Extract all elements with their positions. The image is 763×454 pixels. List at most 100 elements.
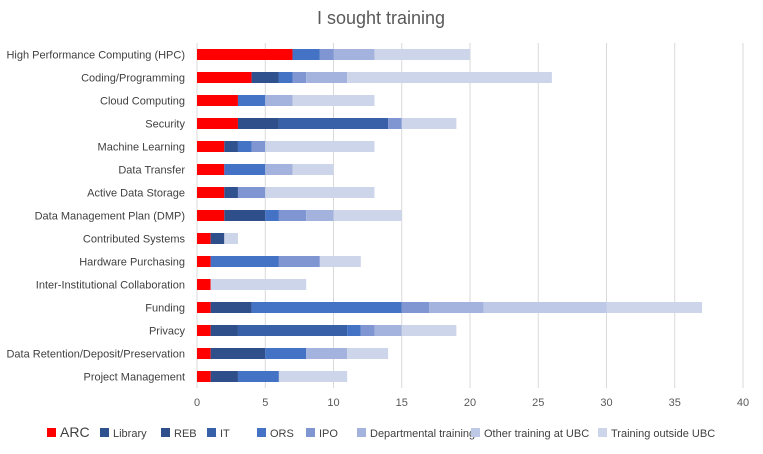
bar-segment (224, 141, 238, 152)
x-tick-label: 30 (600, 397, 612, 409)
category-label: Funding (145, 303, 185, 315)
bar-segment (278, 210, 307, 221)
bar-segment (197, 118, 238, 129)
legend-label: Library (113, 428, 147, 440)
legend-label: IT (220, 428, 230, 440)
bar-segment (251, 141, 266, 152)
bar-segment (197, 371, 211, 382)
bar-segment (251, 302, 402, 313)
bar-segment (278, 371, 348, 382)
bar-segment (265, 210, 279, 221)
x-tick-label: 25 (532, 397, 544, 409)
bar-segment (265, 164, 293, 175)
bar-segment (210, 302, 252, 313)
bar-segment (197, 141, 225, 152)
bar-segment (292, 95, 375, 106)
bar-segment (197, 49, 293, 60)
bar-segment (197, 164, 225, 175)
bar-segment (265, 95, 293, 106)
legend-label: Other training at UBC (484, 428, 589, 440)
bar-segment (306, 72, 348, 83)
bar-segment (224, 187, 238, 198)
bar-segment (360, 325, 375, 336)
bar-segment (347, 325, 361, 336)
bar-segment (197, 348, 211, 359)
bar-segment (429, 302, 484, 313)
bar-segment (401, 325, 457, 336)
bar-segment (197, 256, 211, 267)
bar-segment (265, 141, 375, 152)
bar-segment (237, 95, 266, 106)
bar-segment (347, 348, 389, 359)
bar-segment (374, 325, 402, 336)
bar-segment (319, 49, 334, 60)
bar-segment (606, 302, 703, 313)
category-label: Inter-Institutional Collaboration (36, 280, 185, 292)
category-label: Project Management (84, 372, 186, 384)
bar-segment (306, 210, 334, 221)
legend-swatch (100, 428, 109, 437)
legend-label: ORS (270, 428, 294, 440)
category-label: Privacy (149, 326, 186, 338)
bar-segment (224, 210, 266, 221)
bar-segment (237, 141, 252, 152)
x-tick-label: 15 (396, 397, 408, 409)
x-tick-label: 40 (737, 397, 749, 409)
legend-label: Training outside UBC (611, 428, 715, 440)
legend-swatch (47, 428, 56, 437)
bar-segment (347, 72, 552, 83)
bar-segment (333, 49, 375, 60)
bar-segment (251, 72, 279, 83)
bar-segment (292, 72, 307, 83)
category-label: Machine Learning (98, 142, 185, 154)
bar-segment (197, 325, 211, 336)
x-tick-label: 20 (464, 397, 476, 409)
legend-swatch (471, 428, 480, 437)
bar-segment (306, 348, 348, 359)
category-label: Cloud Computing (100, 96, 185, 108)
bars (197, 49, 703, 382)
bar-segment (210, 233, 225, 244)
bar-segment (224, 233, 238, 244)
category-label: Coding/Programming (81, 73, 185, 85)
category-label: Security (145, 119, 185, 131)
bar-segment (237, 325, 348, 336)
bar-segment (197, 72, 252, 83)
bar-segment (224, 164, 266, 175)
x-tick-label: 0 (194, 397, 200, 409)
bar-segment (374, 49, 470, 60)
bar-segment (278, 118, 389, 129)
x-tick-label: 10 (327, 397, 339, 409)
category-label: Hardware Purchasing (79, 257, 185, 269)
legend-swatch (257, 428, 266, 437)
legend-swatch (598, 428, 607, 437)
x-tick-label: 5 (262, 397, 268, 409)
category-label: Data Retention/Deposit/Preservation (6, 349, 185, 361)
bar-segment (210, 256, 279, 267)
bar-segment (210, 348, 266, 359)
bar-segment (210, 371, 238, 382)
bar-segment (197, 210, 225, 221)
bar-segment (401, 302, 430, 313)
legend-swatch (306, 428, 315, 437)
bar-segment (292, 164, 334, 175)
bar-segment (237, 187, 266, 198)
category-label: Data Transfer (118, 165, 185, 177)
bar-segment (237, 118, 279, 129)
category-label: High Performance Computing (HPC) (6, 50, 185, 62)
category-labels: High Performance Computing (HPC) Coding/P… (6, 50, 185, 384)
category-label: Data Management Plan (DMP) (35, 211, 185, 223)
bar-segment (333, 210, 402, 221)
bar-segment (319, 256, 361, 267)
legend-label: IPO (319, 428, 338, 440)
bar-segment (278, 256, 320, 267)
bar-segment (237, 371, 279, 382)
bar-segment (197, 302, 211, 313)
bar-segment (292, 49, 320, 60)
category-label: Active Data Storage (87, 188, 185, 200)
bar-segment (278, 72, 293, 83)
legend: ARC Library REB IT ORS IPO Departmental traini… (47, 424, 715, 440)
bar-segment (197, 187, 225, 198)
